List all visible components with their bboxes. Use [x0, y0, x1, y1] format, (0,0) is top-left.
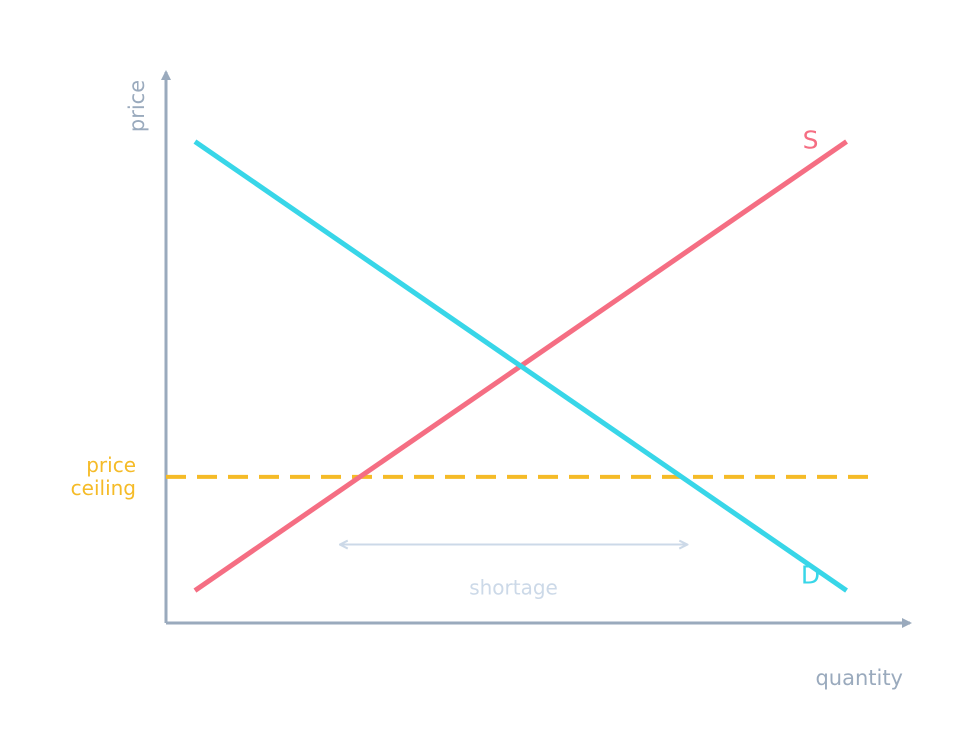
price-ceiling-label-line2: ceiling	[71, 476, 136, 500]
demand-curve	[193, 139, 848, 593]
supply-curve-label: S	[803, 126, 819, 155]
shortage-label: shortage	[469, 576, 558, 600]
price-ceiling-label-line1: price	[86, 453, 136, 477]
demand-curve-label: D	[801, 561, 820, 590]
y-axis-label: price	[125, 80, 149, 132]
x-axis-label: quantity	[815, 666, 903, 690]
